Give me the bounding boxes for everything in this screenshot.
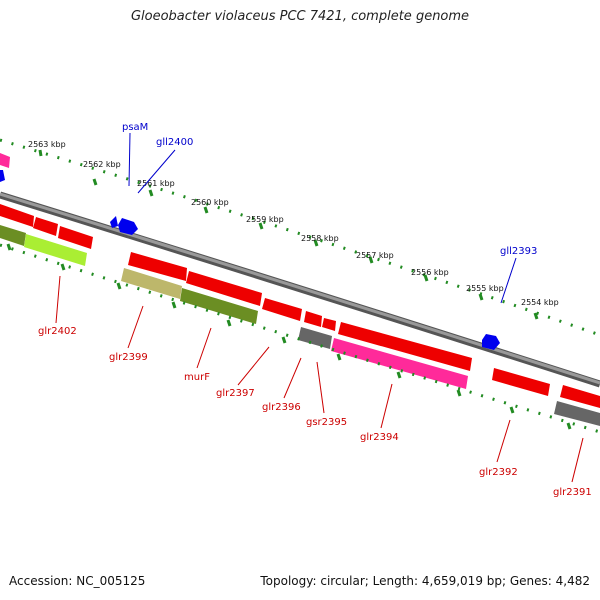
gene-label-gll2400: gll2400 — [156, 137, 193, 148]
scale-label: 2554 kbp — [521, 298, 559, 307]
gene-label-psaM: psaM — [122, 122, 148, 133]
scale-label: 2563 kbp — [28, 140, 66, 149]
gene-feature — [338, 322, 472, 371]
gene-feature — [58, 226, 93, 249]
scale-label: 2562 kbp — [83, 160, 121, 169]
scale-label: 2561 kbp — [137, 179, 175, 188]
accession-text: Accession: NC_005125 — [9, 574, 146, 588]
scale-labels: 2563 kbp 2562 kbp 2561 kbp 2560 kbp 2559… — [28, 140, 559, 307]
gene-feature — [560, 385, 600, 408]
gene-feature — [262, 298, 302, 321]
genome-backbone — [0, 191, 600, 388]
scale-label: 2557 kbp — [356, 251, 394, 260]
forward-cds-features — [0, 153, 500, 350]
outer-scale-ticks — [38, 149, 539, 320]
scale-label: 2558 kbp — [301, 234, 339, 243]
gene-feature — [298, 327, 332, 349]
gene-feature — [322, 318, 336, 331]
gene-feature — [128, 252, 187, 281]
gene-labels: psaM gll2400 gll2393 glr2402 glr2399 mur… — [38, 122, 592, 498]
gene-feature — [482, 334, 500, 350]
gene-label-glr2402: glr2402 — [38, 326, 77, 337]
outer-scale-ring — [0, 138, 600, 337]
gene-label-glr2396: glr2396 — [262, 402, 301, 413]
gene-feature — [118, 218, 138, 235]
callout-lines — [55, 132, 584, 483]
gene-feature — [186, 271, 262, 306]
gene-feature — [304, 311, 322, 327]
gene-feature — [110, 216, 118, 228]
gene-feature — [24, 234, 87, 266]
gene-feature — [121, 268, 182, 299]
gene-feature — [33, 217, 58, 236]
gene-label-gll2393: gll2393 — [500, 246, 537, 257]
inner-scale-ticks — [6, 243, 572, 430]
scale-label: 2556 kbp — [411, 268, 449, 277]
gene-label-glr2397: glr2397 — [216, 388, 255, 399]
gene-feature — [0, 170, 5, 182]
gene-feature — [180, 288, 258, 324]
gene-feature — [0, 204, 34, 227]
topology-text: Topology: circular; Length: 4,659,019 bp… — [260, 574, 590, 588]
scale-label: 2555 kbp — [466, 284, 504, 293]
gene-feature — [0, 153, 10, 168]
gene-label-glr2392: glr2392 — [479, 467, 518, 478]
gene-label-glr2399: glr2399 — [109, 352, 148, 363]
gene-label-glr2394: glr2394 — [360, 432, 399, 443]
gene-label-glr2391: glr2391 — [553, 487, 592, 498]
scale-label: 2560 kbp — [191, 198, 229, 207]
gene-feature — [492, 368, 550, 396]
gene-feature — [331, 338, 468, 389]
gene-label-gsr2395: gsr2395 — [306, 417, 347, 428]
gene-label-murF: murF — [184, 372, 210, 383]
reverse-cds-features — [0, 204, 600, 426]
gene-feature — [0, 225, 26, 246]
map-title: Gloeobacter violaceus PCC 7421, complete… — [130, 9, 470, 24]
scale-label: 2559 kbp — [246, 215, 284, 224]
gene-feature — [554, 401, 600, 426]
